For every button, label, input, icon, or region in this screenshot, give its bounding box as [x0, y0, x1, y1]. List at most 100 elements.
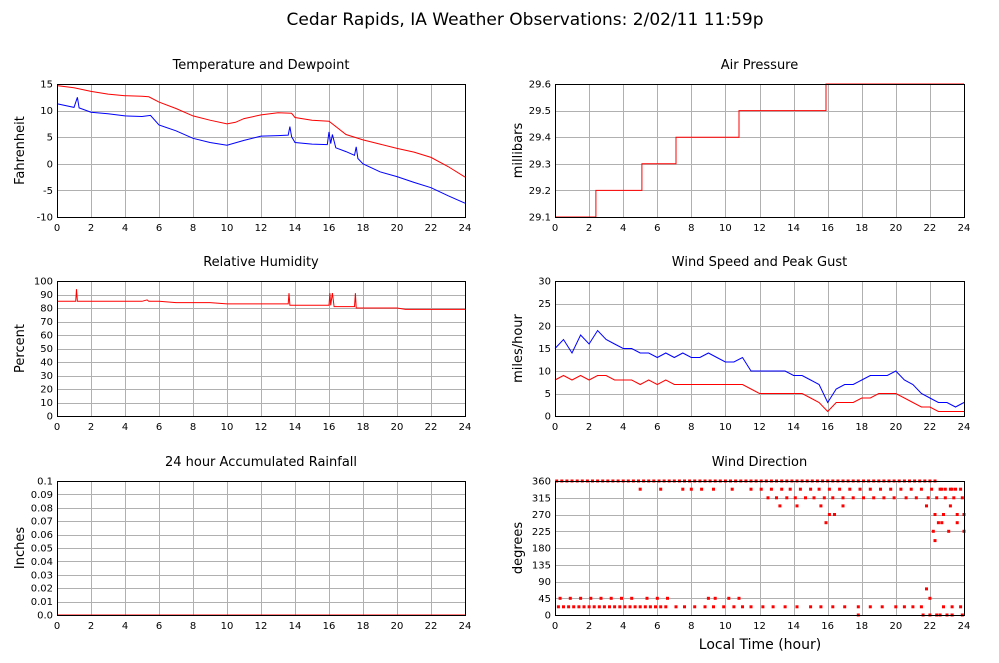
dir-x-tick-label: 12 — [753, 621, 766, 632]
dir-point — [620, 596, 623, 600]
wind-x-tick-label: 20 — [889, 422, 902, 433]
dir-point — [894, 605, 898, 609]
rh-x-tick-label: 22 — [425, 422, 438, 433]
dir-point — [838, 487, 842, 491]
press-y-tick-label: 29.6 — [529, 80, 551, 91]
dir-point — [795, 504, 799, 508]
dir-point — [700, 487, 704, 491]
dir-point — [948, 487, 952, 491]
dir-point — [812, 496, 816, 500]
dir-y-tick-label: 225 — [532, 527, 551, 538]
dir-point — [579, 596, 583, 600]
dir-y-tick-label: 90 — [538, 577, 551, 588]
dir-point — [749, 487, 753, 491]
press-x-tick-label: 0 — [552, 223, 558, 234]
temp-x-tick-label: 16 — [323, 223, 336, 234]
dir-point — [703, 605, 707, 609]
dir-point — [933, 539, 937, 543]
rh-y-axis-label: Percent — [13, 324, 28, 373]
wind-series-line-0 — [554, 329, 965, 408]
dir-point — [848, 487, 852, 491]
press-x-tick-label: 6 — [654, 223, 660, 234]
dir-point — [943, 487, 947, 491]
dir-y-tick-label: 270 — [532, 510, 551, 521]
rain-y-tick-label: 0.08 — [31, 503, 53, 514]
rh-chart-title: Relative Humidity — [203, 255, 319, 270]
dir-point — [730, 487, 734, 491]
rh-y-tick-label: 70 — [40, 317, 53, 328]
dir-point — [950, 605, 954, 609]
dir-y-axis-label: degrees — [511, 522, 526, 575]
dir-point — [674, 605, 678, 609]
dir-point — [628, 605, 632, 609]
rh-x-tick-label: 12 — [255, 422, 268, 433]
press-y-tick-label: 29.4 — [529, 133, 551, 144]
rain-x-tick-label: 14 — [289, 621, 302, 632]
temp-y-tick-label: 10 — [40, 106, 53, 117]
press-x-tick-label: 10 — [719, 223, 732, 234]
dir-x-tick-label: 4 — [620, 621, 626, 632]
dir-point — [630, 596, 634, 600]
temp-series-line-0 — [56, 85, 466, 178]
dir-point — [926, 496, 930, 500]
dir-point — [722, 605, 726, 609]
press-x-tick-label: 8 — [688, 223, 694, 234]
press-x-tick-label: 16 — [821, 223, 834, 234]
rh-x-tick-label: 8 — [190, 422, 196, 433]
dir-point — [778, 504, 782, 508]
dir-point — [925, 587, 928, 591]
dir-x-tick-label: 0 — [552, 621, 558, 632]
wind-plot-frame — [555, 281, 965, 417]
temp-x-tick-label: 10 — [221, 223, 234, 234]
dir-point — [827, 513, 831, 516]
dir-point — [648, 605, 652, 609]
dir-x-tick-label: 6 — [654, 621, 660, 632]
dir-point — [943, 496, 947, 500]
dir-point — [785, 496, 789, 500]
rh-x-tick-label: 2 — [88, 422, 94, 433]
rh-y-tick-label: 60 — [40, 331, 53, 342]
dir-point — [809, 605, 813, 609]
dir-x-tick-label: 10 — [719, 621, 732, 632]
rh-y-tick-label: 40 — [40, 358, 53, 369]
temp-x-tick-label: 24 — [459, 223, 472, 234]
dir-point — [936, 521, 940, 525]
press-x-tick-label: 22 — [924, 223, 937, 234]
rain-y-tick-label: 0.07 — [31, 517, 53, 528]
dir-point — [783, 605, 787, 609]
press-y-tick-label: 29.3 — [529, 159, 551, 170]
dir-point — [940, 521, 944, 525]
wind-series-line-1 — [554, 374, 964, 413]
press-y-tick-label: 29.1 — [529, 213, 551, 224]
press-x-tick-label: 4 — [620, 223, 626, 234]
dir-point — [817, 487, 821, 491]
dir-point — [955, 521, 959, 525]
dir-point — [706, 596, 710, 600]
dir-point — [822, 496, 826, 500]
dir-x-tick-label: 18 — [855, 621, 868, 632]
x-axis-title: Local Time (hour) — [699, 637, 821, 653]
press-x-tick-label: 18 — [855, 223, 868, 234]
dir-point — [933, 513, 937, 516]
dir-point — [659, 487, 663, 491]
rain-x-tick-label: 24 — [459, 621, 472, 632]
rh-x-tick-label: 20 — [391, 422, 404, 433]
dir-point — [766, 496, 770, 500]
dir-point — [771, 605, 775, 609]
dir-point — [681, 487, 685, 491]
dir-point — [950, 487, 954, 491]
dir-point — [567, 605, 571, 609]
rain-y-tick-label: 0.06 — [31, 530, 53, 541]
dir-point — [959, 605, 963, 609]
dir-x-tick-label: 2 — [586, 621, 592, 632]
dir-point — [931, 529, 935, 533]
wind-x-tick-label: 22 — [924, 422, 937, 433]
press-x-tick-label: 20 — [889, 223, 902, 234]
rain-x-tick-label: 18 — [357, 621, 370, 632]
dir-point — [638, 605, 642, 609]
temp-x-tick-label: 14 — [289, 223, 302, 234]
dir-point — [889, 487, 893, 491]
press-x-tick-label: 24 — [958, 223, 971, 234]
